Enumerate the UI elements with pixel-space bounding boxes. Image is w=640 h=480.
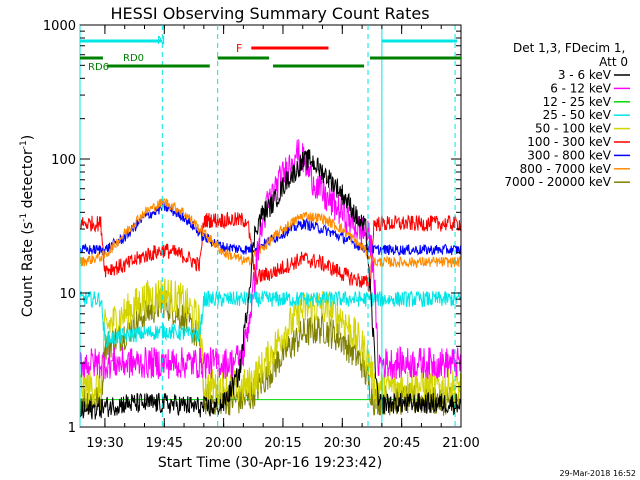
x-tick-label-5: 20:30: [324, 436, 361, 451]
x-tick-label-1: 19:30: [86, 436, 123, 451]
legend-label-5: 50 - 100 keV: [535, 122, 612, 136]
legend-label-1: 3 - 6 keV: [558, 68, 612, 82]
series-line-8: [79, 198, 462, 269]
legend-header-line-2: Att 0: [599, 55, 628, 69]
y-tick-label-3: 100: [51, 153, 76, 168]
rd6-label: RD6: [88, 62, 109, 73]
x-tick-label-7: 21:00: [442, 436, 479, 451]
legend-header-line-1: Det 1,3, FDecim 1,: [513, 41, 625, 55]
x-tick-label-6: 20:45: [383, 436, 420, 451]
series-line-4: [79, 290, 462, 349]
legend-label-2: 6 - 12 keV: [550, 81, 612, 95]
legend-label-9: 7000 - 20000 keV: [504, 175, 611, 189]
annotation-layer: N F RD0 RD6: [79, 25, 461, 427]
legend-label-6: 100 - 300 keV: [527, 135, 611, 149]
night-label: N: [157, 34, 165, 47]
chart-title: HESSI Observing Summary Count Rates: [110, 4, 429, 23]
flare-label: F: [236, 42, 242, 55]
legend-label-7: 300 - 800 keV: [527, 148, 611, 162]
y-tick-label-2: 10: [59, 287, 76, 302]
legend-label-3: 12 - 25 keV: [543, 95, 612, 109]
series-line-6: [79, 211, 462, 292]
y-tick-label-1: 1: [68, 421, 76, 436]
y-axis-title: Count Rate (s-1 detector-1): [19, 135, 36, 317]
plot-area: [79, 139, 462, 420]
legend-label-8: 800 - 7000 keV: [520, 162, 612, 176]
x-axis-title: Start Time (30-Apr-16 19:23:42): [158, 455, 382, 471]
legend-label-4: 25 - 50 keV: [543, 108, 612, 122]
x-tick-label-3: 20:00: [205, 436, 242, 451]
x-tick-label-4: 20:15: [264, 436, 301, 451]
rd0-label: RD0: [123, 53, 144, 64]
series-line-5: [79, 278, 462, 406]
series-line-1: [79, 149, 462, 420]
axis-layer: 19:30 19:45 20:00 20:15 20:30 20:45 21:00 1 10 10…: [43, 19, 480, 451]
footer-date: 29-Mar-2018 16:52: [560, 469, 637, 478]
x-tick-label-2: 19:45: [146, 436, 183, 451]
y-tick-label-4: 1000: [43, 19, 76, 34]
